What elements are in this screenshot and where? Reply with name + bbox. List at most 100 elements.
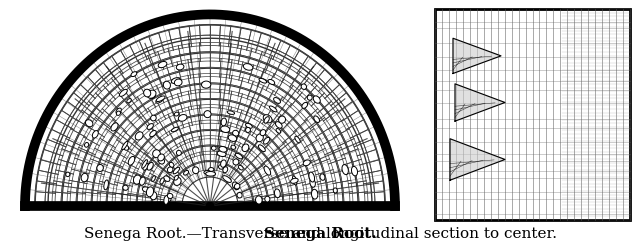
Ellipse shape [204, 111, 211, 118]
Ellipse shape [265, 197, 270, 202]
Ellipse shape [104, 180, 108, 190]
Ellipse shape [173, 168, 180, 174]
Ellipse shape [147, 187, 154, 197]
Ellipse shape [81, 174, 88, 182]
Ellipse shape [310, 179, 316, 187]
Ellipse shape [243, 64, 253, 71]
Ellipse shape [221, 119, 227, 126]
Ellipse shape [156, 99, 163, 104]
Ellipse shape [179, 115, 187, 122]
Ellipse shape [152, 176, 156, 182]
Ellipse shape [292, 176, 297, 185]
Ellipse shape [246, 124, 252, 129]
Polygon shape [450, 139, 505, 180]
Ellipse shape [174, 113, 179, 117]
Ellipse shape [275, 189, 280, 198]
Ellipse shape [133, 175, 141, 184]
Ellipse shape [320, 174, 325, 181]
Ellipse shape [273, 98, 280, 104]
Ellipse shape [86, 120, 93, 127]
Ellipse shape [160, 178, 164, 184]
Ellipse shape [232, 182, 239, 190]
Ellipse shape [111, 123, 118, 132]
Ellipse shape [276, 122, 282, 129]
Ellipse shape [351, 167, 358, 176]
Ellipse shape [314, 116, 319, 123]
Text: Senega Root.—Transverse and longitudinal section to center.: Senega Root.—Transverse and longitudinal… [83, 226, 557, 240]
Ellipse shape [218, 165, 223, 170]
Ellipse shape [205, 172, 216, 176]
Ellipse shape [158, 62, 167, 68]
Ellipse shape [278, 117, 285, 124]
Ellipse shape [260, 130, 266, 136]
Ellipse shape [302, 103, 308, 109]
Ellipse shape [193, 167, 199, 174]
Ellipse shape [174, 80, 182, 86]
Ellipse shape [163, 82, 170, 90]
Ellipse shape [221, 160, 226, 168]
Ellipse shape [276, 129, 281, 134]
Ellipse shape [269, 107, 277, 112]
Ellipse shape [169, 163, 174, 168]
Ellipse shape [217, 151, 226, 157]
Ellipse shape [238, 166, 243, 170]
Ellipse shape [92, 131, 99, 139]
Ellipse shape [264, 138, 269, 145]
Ellipse shape [234, 184, 240, 189]
Ellipse shape [264, 117, 269, 124]
Ellipse shape [259, 145, 266, 152]
Ellipse shape [259, 79, 267, 84]
Ellipse shape [255, 196, 262, 204]
Ellipse shape [143, 90, 151, 98]
Ellipse shape [123, 185, 128, 191]
Ellipse shape [147, 124, 154, 130]
Ellipse shape [122, 142, 128, 150]
Ellipse shape [264, 166, 271, 175]
Ellipse shape [221, 127, 230, 133]
Ellipse shape [141, 160, 147, 169]
Ellipse shape [124, 146, 129, 151]
Ellipse shape [150, 131, 156, 137]
Text: Senega Root.: Senega Root. [264, 226, 376, 240]
Ellipse shape [131, 72, 137, 77]
Ellipse shape [174, 176, 179, 180]
Ellipse shape [202, 82, 211, 89]
Ellipse shape [127, 99, 131, 103]
Ellipse shape [211, 146, 216, 151]
Ellipse shape [168, 195, 172, 202]
Ellipse shape [295, 137, 300, 143]
Ellipse shape [176, 65, 184, 71]
Bar [435, 10, 630, 220]
Ellipse shape [237, 193, 242, 198]
Ellipse shape [227, 111, 235, 115]
Ellipse shape [223, 176, 232, 183]
Ellipse shape [143, 164, 148, 171]
Ellipse shape [66, 172, 70, 177]
Ellipse shape [128, 157, 135, 166]
Ellipse shape [223, 167, 228, 173]
Ellipse shape [158, 158, 164, 164]
Ellipse shape [148, 93, 155, 99]
Ellipse shape [164, 196, 169, 205]
Ellipse shape [246, 128, 250, 133]
Ellipse shape [263, 115, 272, 123]
Ellipse shape [342, 165, 348, 175]
Ellipse shape [147, 91, 156, 99]
Ellipse shape [228, 135, 237, 142]
Ellipse shape [268, 80, 275, 85]
Ellipse shape [312, 190, 318, 199]
Ellipse shape [116, 109, 122, 114]
Ellipse shape [147, 163, 153, 171]
Ellipse shape [313, 97, 320, 104]
Ellipse shape [150, 116, 156, 121]
Ellipse shape [242, 144, 249, 152]
Ellipse shape [232, 131, 239, 137]
Ellipse shape [97, 165, 103, 172]
Ellipse shape [307, 96, 312, 101]
Ellipse shape [303, 160, 310, 166]
Ellipse shape [204, 171, 211, 174]
Ellipse shape [158, 154, 164, 161]
Ellipse shape [309, 172, 315, 182]
Ellipse shape [173, 178, 181, 186]
Ellipse shape [153, 150, 160, 158]
